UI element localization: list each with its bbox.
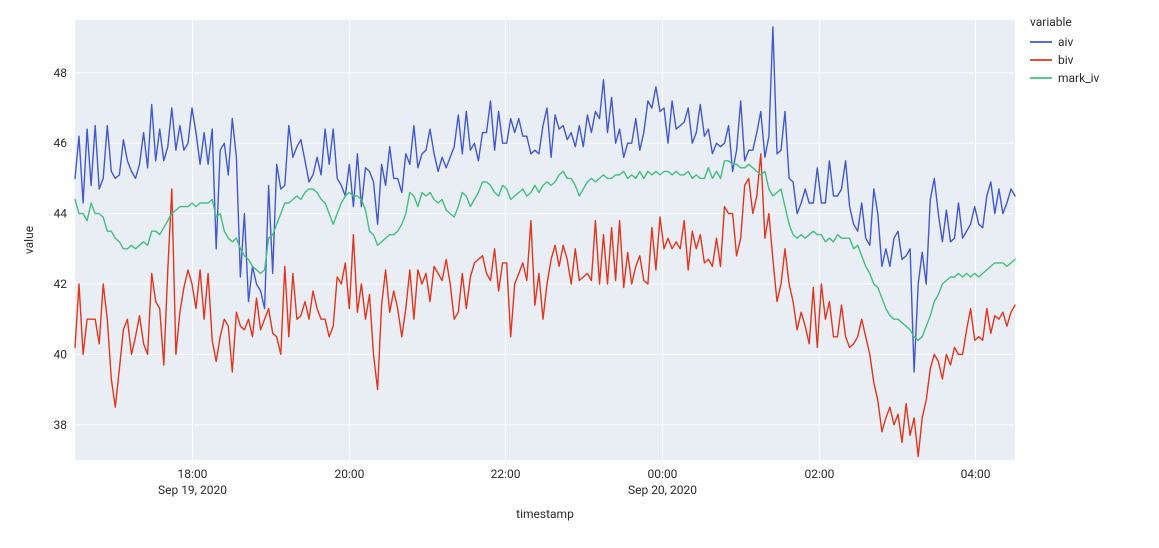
legend-item-mark_iv: mark_iv bbox=[1030, 71, 1100, 85]
svg-text:Sep 19, 2020: Sep 19, 2020 bbox=[158, 483, 227, 497]
svg-text:20:00: 20:00 bbox=[335, 467, 365, 481]
y-axis: 38 40 42 44 46 48 bbox=[54, 66, 68, 432]
svg-text:48: 48 bbox=[54, 66, 68, 80]
svg-text:46: 46 bbox=[54, 136, 68, 150]
y-axis-label: value bbox=[22, 226, 36, 254]
svg-text:22:00: 22:00 bbox=[491, 467, 521, 481]
svg-text:18:00: 18:00 bbox=[178, 467, 208, 481]
timeseries-chart: 38 40 42 44 46 48 value 18:00 20:00 22:00 00:00 02:… bbox=[0, 0, 1159, 548]
svg-text:00:00: 00:00 bbox=[648, 467, 678, 481]
svg-text:02:00: 02:00 bbox=[805, 467, 835, 481]
svg-text:40: 40 bbox=[54, 347, 68, 361]
legend: variable aiv biv mark_iv bbox=[1030, 15, 1100, 85]
svg-text:biv: biv bbox=[1058, 53, 1074, 67]
svg-text:42: 42 bbox=[54, 277, 68, 291]
svg-text:variable: variable bbox=[1030, 15, 1072, 29]
svg-text:38: 38 bbox=[54, 418, 68, 432]
svg-text:Sep 20, 2020: Sep 20, 2020 bbox=[628, 483, 697, 497]
legend-item-biv: biv bbox=[1030, 53, 1074, 67]
svg-text:04:00: 04:00 bbox=[961, 467, 991, 481]
x-axis: 18:00 20:00 22:00 00:00 02:00 04:00 Sep 19, 20… bbox=[158, 467, 991, 497]
x-axis-label: timestamp bbox=[516, 507, 574, 521]
legend-item-aiv: aiv bbox=[1030, 35, 1073, 49]
svg-text:aiv: aiv bbox=[1058, 35, 1073, 49]
svg-text:44: 44 bbox=[54, 207, 68, 221]
svg-text:mark_iv: mark_iv bbox=[1058, 71, 1100, 85]
